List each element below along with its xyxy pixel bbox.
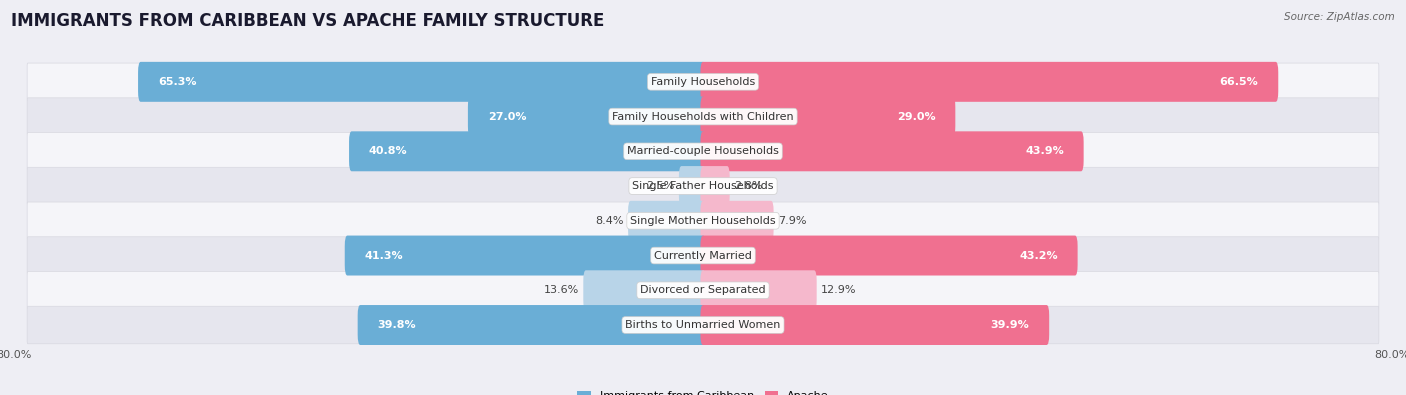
Text: 43.9%: 43.9% [1025, 146, 1064, 156]
FancyBboxPatch shape [468, 97, 706, 137]
Text: 2.8%: 2.8% [734, 181, 762, 191]
Text: 7.9%: 7.9% [778, 216, 807, 226]
Text: 40.8%: 40.8% [368, 146, 408, 156]
FancyBboxPatch shape [357, 305, 706, 345]
FancyBboxPatch shape [27, 237, 1379, 274]
FancyBboxPatch shape [349, 132, 706, 171]
Text: 29.0%: 29.0% [897, 111, 935, 122]
Text: Source: ZipAtlas.com: Source: ZipAtlas.com [1284, 12, 1395, 22]
FancyBboxPatch shape [583, 270, 706, 310]
Text: Births to Unmarried Women: Births to Unmarried Women [626, 320, 780, 330]
FancyBboxPatch shape [700, 62, 1278, 102]
FancyBboxPatch shape [700, 166, 730, 206]
FancyBboxPatch shape [27, 271, 1379, 309]
Text: 27.0%: 27.0% [488, 111, 526, 122]
FancyBboxPatch shape [27, 133, 1379, 170]
Text: IMMIGRANTS FROM CARIBBEAN VS APACHE FAMILY STRUCTURE: IMMIGRANTS FROM CARIBBEAN VS APACHE FAMI… [11, 12, 605, 30]
Text: Married-couple Households: Married-couple Households [627, 146, 779, 156]
FancyBboxPatch shape [27, 98, 1379, 135]
FancyBboxPatch shape [27, 167, 1379, 205]
FancyBboxPatch shape [27, 306, 1379, 344]
Text: 12.9%: 12.9% [821, 285, 856, 295]
FancyBboxPatch shape [700, 305, 1049, 345]
Text: Family Households with Children: Family Households with Children [612, 111, 794, 122]
Text: 13.6%: 13.6% [544, 285, 579, 295]
FancyBboxPatch shape [700, 270, 817, 310]
FancyBboxPatch shape [679, 166, 706, 206]
FancyBboxPatch shape [138, 62, 706, 102]
Legend: Immigrants from Caribbean, Apache: Immigrants from Caribbean, Apache [572, 386, 834, 395]
FancyBboxPatch shape [27, 202, 1379, 239]
FancyBboxPatch shape [628, 201, 706, 241]
Text: Family Households: Family Households [651, 77, 755, 87]
FancyBboxPatch shape [700, 201, 773, 241]
Text: 65.3%: 65.3% [157, 77, 197, 87]
Text: Currently Married: Currently Married [654, 250, 752, 261]
Text: Single Father Households: Single Father Households [633, 181, 773, 191]
Text: 2.5%: 2.5% [647, 181, 675, 191]
Text: 8.4%: 8.4% [595, 216, 624, 226]
FancyBboxPatch shape [700, 97, 955, 137]
Text: 39.9%: 39.9% [991, 320, 1029, 330]
Text: Single Mother Households: Single Mother Households [630, 216, 776, 226]
FancyBboxPatch shape [700, 235, 1077, 276]
FancyBboxPatch shape [344, 235, 706, 276]
Text: 39.8%: 39.8% [377, 320, 416, 330]
Text: 43.2%: 43.2% [1019, 250, 1057, 261]
Text: Divorced or Separated: Divorced or Separated [640, 285, 766, 295]
Text: 66.5%: 66.5% [1220, 77, 1258, 87]
FancyBboxPatch shape [27, 63, 1379, 101]
Text: 41.3%: 41.3% [364, 250, 404, 261]
FancyBboxPatch shape [700, 132, 1084, 171]
